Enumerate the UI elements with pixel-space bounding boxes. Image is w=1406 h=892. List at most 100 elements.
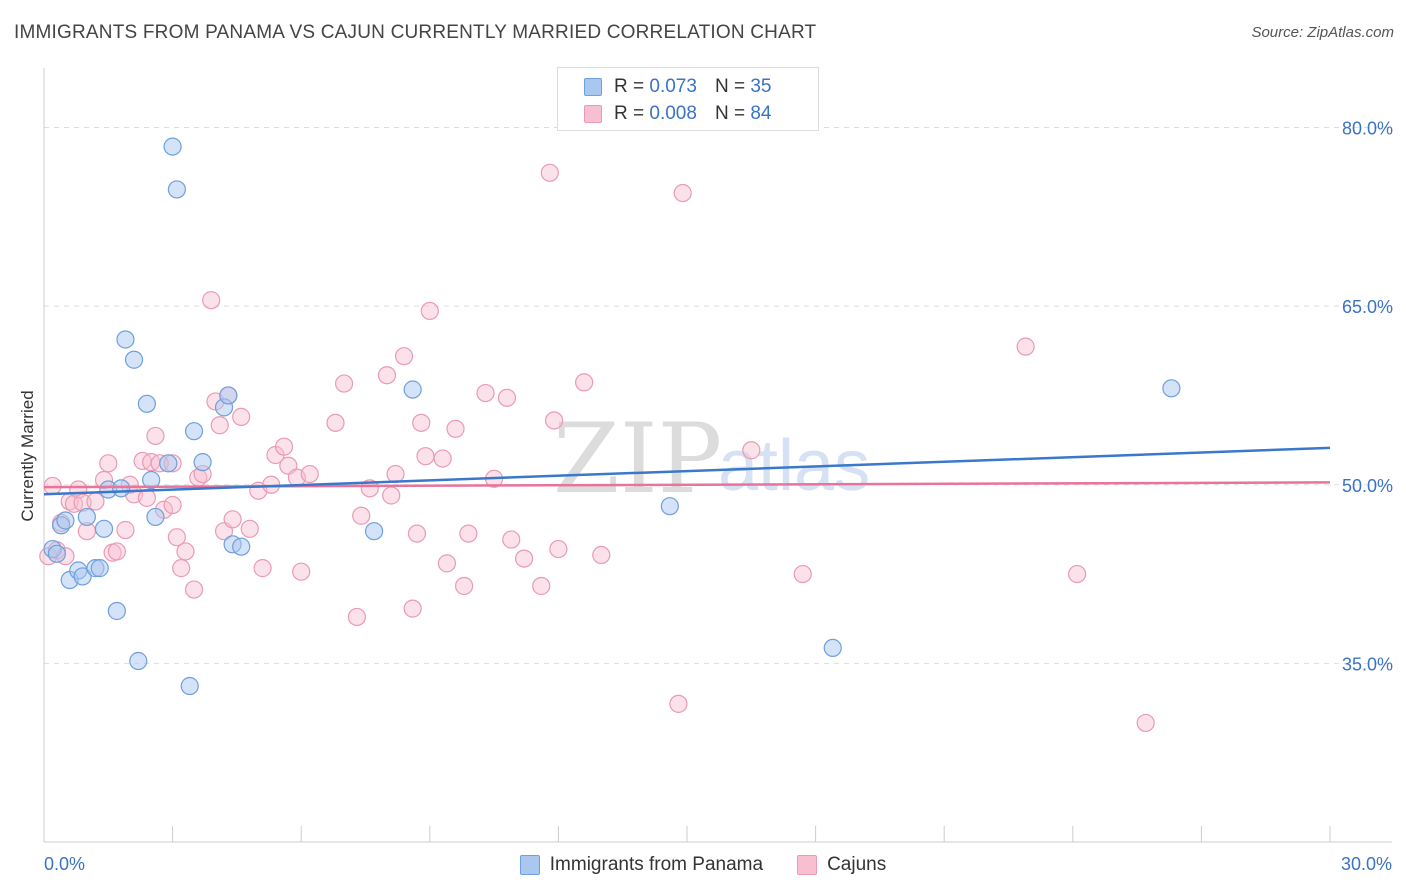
y-tick-label: 65.0% — [1342, 297, 1393, 317]
cajuns-point — [107, 542, 126, 561]
legend-n-value-panama: 35 — [750, 76, 772, 97]
cajuns-point — [382, 486, 401, 505]
cajuns-point — [476, 383, 495, 403]
cajuns-point — [184, 580, 204, 599]
cajuns-point — [334, 374, 354, 393]
legend-swatch-panama — [519, 855, 540, 875]
cajuns-point — [497, 388, 517, 407]
legend-swatch-cajuns — [584, 105, 602, 123]
legend-r-label: R = — [614, 103, 645, 124]
cajuns-point — [793, 564, 812, 584]
cajuns-point — [386, 464, 405, 484]
cajuns-point — [515, 549, 534, 568]
panama-point — [73, 567, 92, 586]
panama-point — [94, 519, 114, 538]
y-tick-label: 35.0% — [1342, 654, 1393, 674]
cajuns-point — [502, 530, 521, 549]
legend-swatch-panama — [584, 78, 602, 96]
axes — [43, 68, 1392, 843]
source-credit: Source: ZipAtlas.com — [1251, 24, 1394, 41]
cajuns-point — [292, 562, 311, 581]
x-tick-label: 0.0% — [44, 854, 85, 874]
watermark-zip: ZIP — [553, 403, 722, 515]
cajuns-point — [412, 413, 431, 432]
panama-point — [184, 422, 204, 441]
panama-point — [116, 330, 135, 349]
panama-point — [1162, 379, 1181, 398]
cajuns-point — [416, 447, 435, 466]
panama-point — [137, 394, 156, 413]
legend-item-cajuns[interactable]: Cajuns — [797, 854, 886, 876]
cajuns-point — [116, 520, 135, 540]
panama-point — [146, 507, 165, 527]
trend-lines — [43, 446, 1331, 496]
cajuns-point — [253, 559, 272, 578]
cajuns-point — [300, 464, 319, 484]
cajuns-point — [407, 524, 427, 543]
legend-n-label: N = — [714, 103, 746, 124]
panama-point — [56, 511, 75, 530]
panama-point — [167, 180, 186, 199]
panama-point — [364, 522, 384, 541]
cajuns-point — [352, 506, 371, 525]
x-tick-label: 30.0% — [1341, 854, 1392, 874]
cajuns-point — [232, 407, 251, 426]
cajuns-point — [240, 519, 259, 538]
cajuns-point — [669, 694, 688, 713]
panama-point — [193, 453, 212, 472]
cajuns-point — [172, 559, 191, 578]
panama-point — [124, 350, 144, 369]
cajuns-point — [454, 576, 474, 596]
panama-trend-line — [43, 446, 1331, 496]
legend-n-label: N = — [714, 76, 746, 97]
cajuns-point — [1067, 564, 1087, 584]
cajuns-point — [459, 524, 478, 543]
panama-point — [47, 544, 66, 563]
cajuns-point — [274, 437, 294, 456]
cajuns-point — [99, 454, 118, 473]
cajuns-point — [394, 347, 414, 366]
cajuns-point — [1016, 337, 1035, 356]
cajuns-point — [540, 163, 559, 182]
legend-item-panama[interactable]: Immigrants from Panama — [519, 854, 763, 876]
legend-label-cajuns: Cajuns — [827, 854, 887, 875]
panama-point — [112, 479, 131, 498]
cajuns-point — [545, 411, 564, 430]
cajuns-point — [592, 545, 611, 565]
cajuns-point — [532, 576, 551, 596]
panama-points — [43, 137, 1181, 696]
cajuns-point — [446, 419, 465, 438]
panama-point — [129, 651, 148, 671]
chart-title: IMMIGRANTS FROM PANAMA VS CAJUN CURRENTL… — [14, 22, 817, 43]
legend-row-panama: R = 0.073 N = 35 — [584, 74, 771, 100]
panama-point — [180, 676, 199, 696]
grid-lines — [44, 127, 1392, 664]
cajuns-point — [176, 542, 195, 561]
cajuns-point — [223, 510, 242, 529]
legend-n-value-cajuns: 84 — [750, 103, 772, 124]
cajuns-point — [673, 183, 692, 203]
panama-point — [77, 507, 96, 527]
cajuns-point — [86, 492, 105, 511]
legend-row-cajuns: R = 0.008 N = 84 — [584, 101, 771, 127]
cajuns-point — [549, 539, 568, 559]
panama-point — [823, 638, 842, 658]
tick-labels: 35.0% 50.0% 65.0% 80.0% 0.0% 30.0% — [44, 119, 1393, 874]
cajuns-point — [163, 495, 182, 515]
cajuns-point — [167, 528, 186, 547]
cajuns-point — [146, 426, 165, 446]
cajuns-point — [202, 291, 221, 310]
y-tick-label: 80.0% — [1342, 119, 1393, 139]
panama-point — [219, 386, 238, 405]
cajuns-points — [39, 163, 1155, 733]
cajuns-point — [377, 366, 397, 385]
cajuns-point — [433, 449, 452, 468]
legend-r-value-cajuns: 0.008 — [649, 103, 697, 124]
panama-point — [163, 137, 182, 156]
panama-point — [159, 454, 178, 473]
cajuns-point — [742, 441, 761, 460]
cajuns-point — [360, 479, 379, 498]
cajuns-point — [326, 413, 345, 432]
cajuns-point — [1136, 713, 1155, 733]
